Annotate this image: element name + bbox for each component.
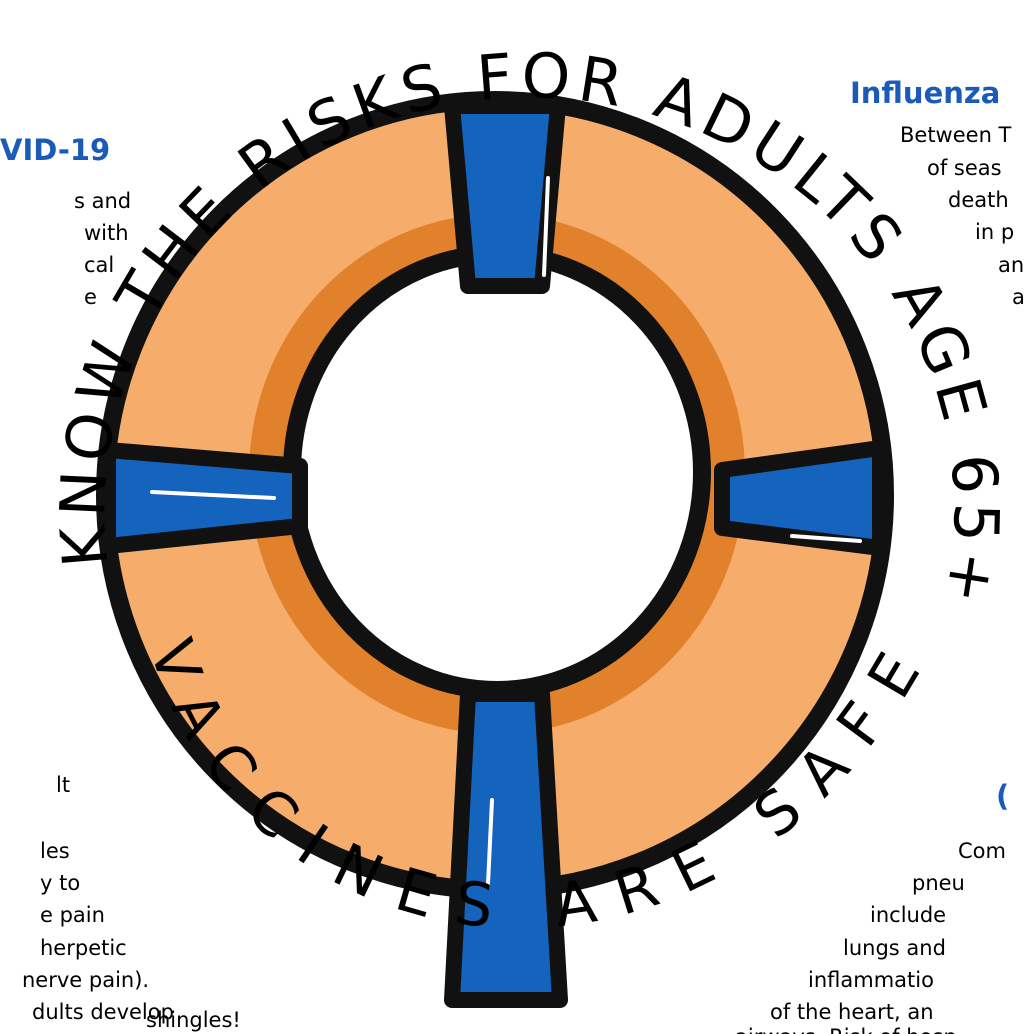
pneumonia-line: inflammatio bbox=[808, 968, 934, 992]
shingles-line: les bbox=[40, 839, 70, 863]
band-top bbox=[452, 106, 558, 286]
shingles-line: shingles! bbox=[146, 1008, 241, 1032]
pneumonia-line: of the heart, an bbox=[770, 1000, 934, 1024]
shingles-line: y to bbox=[40, 871, 80, 895]
covid-line: s and bbox=[74, 189, 131, 213]
influenza-line: an bbox=[998, 253, 1024, 277]
influenza-line: Between T bbox=[900, 123, 1012, 147]
pneumonia-heading: ( bbox=[996, 779, 1009, 813]
band-right bbox=[722, 448, 880, 548]
influenza-line: death bbox=[948, 188, 1009, 212]
shingles-line: herpetic bbox=[40, 936, 127, 960]
covid-line: cal bbox=[84, 253, 114, 277]
pneumonia-line: include bbox=[870, 903, 946, 927]
covid-line: with bbox=[84, 221, 129, 245]
covid-heading: VID-19 bbox=[0, 133, 110, 167]
influenza-line: in p bbox=[975, 220, 1014, 244]
influenza-heading: Influenza bbox=[850, 76, 1000, 110]
pneumonia-line: airways. Risk of hosp bbox=[735, 1025, 957, 1034]
infographic: KNOW THE RISKS FOR ADULTS AGE 65+ VACCIN… bbox=[0, 0, 1034, 1034]
influenza-line: a bbox=[1012, 285, 1025, 309]
pneumonia-line: Com bbox=[958, 839, 1006, 863]
influenza-line: of seas bbox=[927, 156, 1002, 180]
pneumonia-line: pneu bbox=[912, 871, 965, 895]
shingles-line: lt bbox=[56, 773, 70, 797]
band-bottom bbox=[452, 694, 560, 1000]
shingles-line: e pain bbox=[40, 903, 105, 927]
shingles-line: nerve pain). bbox=[22, 968, 149, 992]
ring-hole bbox=[292, 254, 702, 690]
pneumonia-line: lungs and bbox=[843, 936, 946, 960]
covid-line: e bbox=[84, 285, 97, 309]
